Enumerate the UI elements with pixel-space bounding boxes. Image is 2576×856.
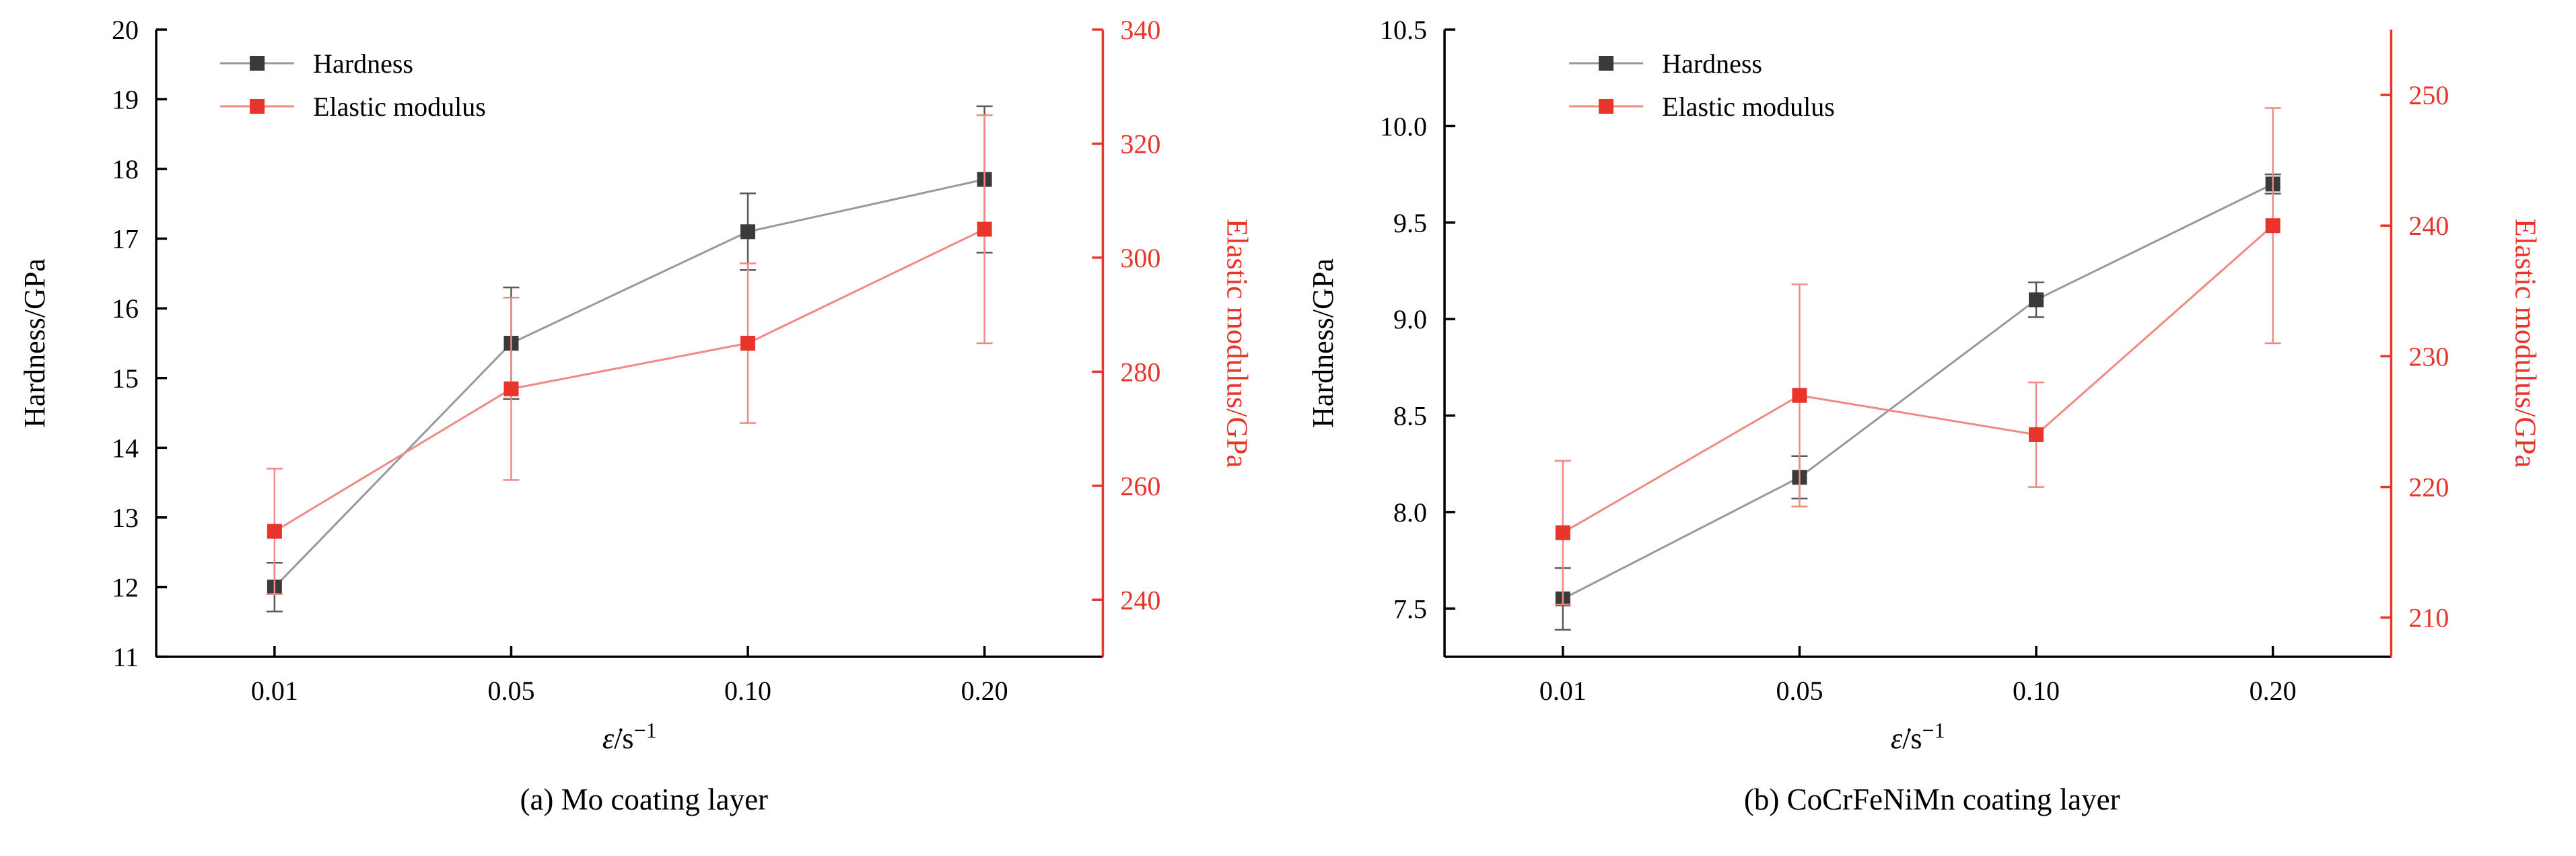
svg-text:280: 280 xyxy=(1120,357,1160,387)
svg-text:0.01: 0.01 xyxy=(1539,676,1586,706)
svg-text:0.10: 0.10 xyxy=(724,676,771,706)
x-axis-title: ε̇/s−1 xyxy=(602,718,657,755)
axes xyxy=(1442,30,2392,658)
svg-text:220: 220 xyxy=(2408,472,2449,503)
series-line xyxy=(274,228,985,532)
legend-marker xyxy=(250,56,265,71)
chart-b-caption: (b) CoCrFeNiMn coating layer xyxy=(1743,783,2120,816)
legend-marker xyxy=(1598,56,1613,71)
legend-label: Hardness xyxy=(1662,48,1762,79)
right-axis-title: Elastic modulus/GPa xyxy=(1220,219,1253,468)
svg-text:13: 13 xyxy=(112,503,139,533)
svg-text:0.01: 0.01 xyxy=(251,676,298,706)
data-point-marker xyxy=(2265,218,2281,234)
data-point-marker xyxy=(503,381,519,396)
svg-text:230: 230 xyxy=(2408,341,2449,371)
svg-text:16: 16 xyxy=(112,293,139,324)
svg-text:20: 20 xyxy=(112,15,139,45)
svg-text:17: 17 xyxy=(112,224,139,254)
series-hardness xyxy=(1554,173,2281,631)
svg-text:0.10: 0.10 xyxy=(2013,676,2060,706)
chart-a-plot: 11 12 13 14 15 16 17 18 19 20 Hardness/GPa 240 260 28… xyxy=(18,15,1253,755)
svg-text:0.20: 0.20 xyxy=(2249,676,2296,706)
right-axis: 210 220 230 240 250 Elastic modulus/GPa xyxy=(2379,80,2542,633)
x-axis: 0.01 0.05 0.10 0.20 ε̇/s−1 xyxy=(251,646,1008,755)
data-point-marker xyxy=(1791,388,1807,403)
data-point-marker xyxy=(740,224,756,240)
svg-text:12: 12 xyxy=(112,572,139,602)
right-axis-title: Elastic modulus/GPa xyxy=(2509,219,2542,468)
svg-text:8.5: 8.5 xyxy=(1393,401,1427,431)
axes xyxy=(155,30,1105,658)
data-point-marker xyxy=(1555,525,1570,540)
legend-label: Hardness xyxy=(313,48,413,79)
x-axis: 0.01 0.05 0.10 0.20 ε̇/s−1 xyxy=(1539,646,2296,755)
series-elastic-modulus xyxy=(266,114,993,596)
series-hardness xyxy=(266,105,993,612)
svg-text:14: 14 xyxy=(112,433,139,463)
chart-b: 7.5 8.0 8.5 9.0 9.5 10.0 10.5 Hardness/GPa 210 22… xyxy=(1288,0,2576,856)
legend-label: Elastic modulus xyxy=(1662,92,1835,122)
svg-text:240: 240 xyxy=(1120,585,1160,615)
svg-text:240: 240 xyxy=(2408,211,2449,241)
chart-a: 11 12 13 14 15 16 17 18 19 20 Hardness/GPa 240 260 28… xyxy=(18,15,1253,816)
series-line xyxy=(273,178,985,588)
x-axis-title: ε̇/s−1 xyxy=(1890,718,1945,755)
data-point-marker xyxy=(2028,427,2044,442)
data-point-marker xyxy=(267,524,282,539)
svg-text:8.0: 8.0 xyxy=(1393,497,1427,528)
svg-text:9.0: 9.0 xyxy=(1393,304,1427,334)
chart-a-caption: (a) Mo coating layer xyxy=(520,783,769,816)
legend-label: Elastic modulus xyxy=(313,92,486,122)
series-line xyxy=(1562,225,2274,534)
svg-text:0.20: 0.20 xyxy=(961,676,1008,706)
svg-text:7.5: 7.5 xyxy=(1393,594,1427,624)
svg-text:0.05: 0.05 xyxy=(1776,676,1823,706)
left-axis: 7.5 8.0 8.5 9.0 9.5 10.0 10.5 Hardness/GPa xyxy=(1307,15,1455,624)
svg-text:250: 250 xyxy=(2408,80,2449,110)
svg-text:18: 18 xyxy=(112,154,139,184)
data-point-marker xyxy=(740,336,756,351)
legend: Hardness Elastic modulus xyxy=(220,48,486,122)
left-axis-title: Hardness/GPa xyxy=(1307,258,1339,428)
svg-text:9.5: 9.5 xyxy=(1393,208,1427,238)
data-point-marker xyxy=(977,221,992,237)
svg-text:340: 340 xyxy=(1120,15,1160,45)
legend-marker xyxy=(250,99,265,114)
chart-b-plot: 7.5 8.0 8.5 9.0 9.5 10.0 10.5 Hardness/GPa 210 22… xyxy=(1307,15,2542,755)
svg-text:0.05: 0.05 xyxy=(487,676,534,706)
svg-text:210: 210 xyxy=(2408,603,2449,633)
svg-text:15: 15 xyxy=(112,363,139,394)
data-point-marker xyxy=(2028,292,2044,308)
svg-text:10.0: 10.0 xyxy=(1380,111,1427,141)
svg-text:11: 11 xyxy=(113,642,139,672)
svg-text:10.5: 10.5 xyxy=(1380,15,1427,45)
svg-text:260: 260 xyxy=(1120,471,1160,501)
svg-text:320: 320 xyxy=(1120,129,1160,159)
legend-marker xyxy=(1598,99,1613,114)
right-axis: 240 260 280 300 320 340 Elastic modulus/GPa xyxy=(1092,15,1253,615)
svg-text:19: 19 xyxy=(112,85,139,115)
left-axis-title: Hardness/GPa xyxy=(18,258,51,428)
svg-text:300: 300 xyxy=(1120,243,1160,273)
left-axis: 11 12 13 14 15 16 17 18 19 20 Hardness/GPa xyxy=(18,15,168,672)
legend: Hardness Elastic modulus xyxy=(1568,48,1835,122)
series-line xyxy=(1562,183,2273,600)
series-elastic-modulus xyxy=(1554,107,2281,606)
